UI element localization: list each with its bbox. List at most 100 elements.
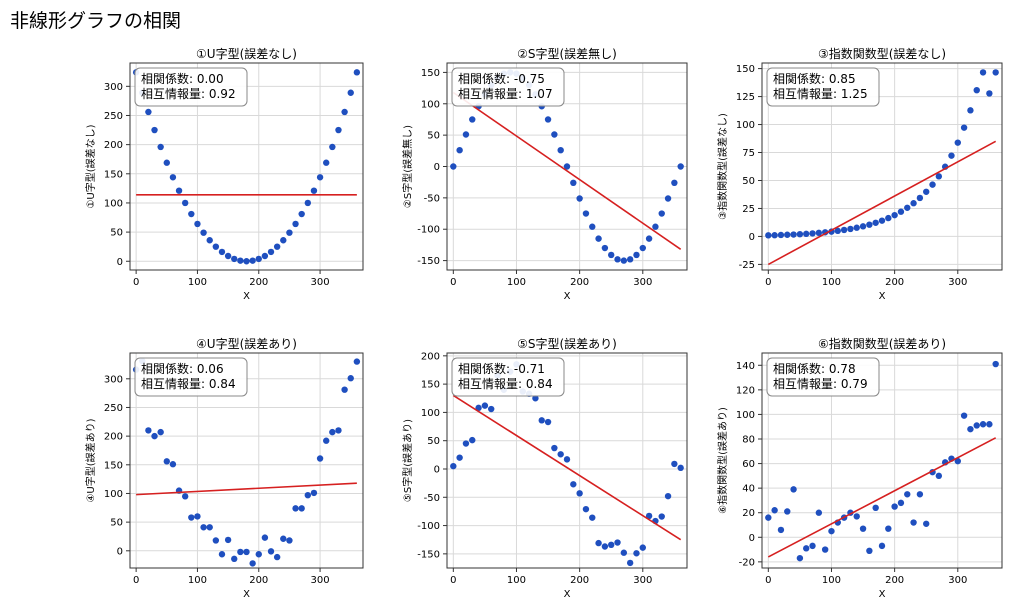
data-point [897, 208, 905, 215]
data-point [671, 179, 678, 187]
data-point [544, 418, 552, 426]
data-point [481, 402, 489, 409]
data-point [456, 454, 463, 461]
y-tick-label: 250 [104, 111, 123, 122]
data-point [582, 210, 590, 217]
data-point [280, 535, 287, 542]
data-point [341, 386, 348, 393]
data-point [809, 230, 816, 237]
y-tick-label: 150 [104, 460, 123, 471]
y-tick-label: 50 [427, 436, 440, 447]
y-axis-label: ⑤S字型(誤差あり) [401, 419, 414, 502]
data-point [353, 358, 361, 365]
regression-line [767, 140, 997, 266]
data-point [809, 542, 816, 550]
data-point [570, 481, 577, 488]
data-point [821, 546, 829, 553]
data-point [960, 412, 968, 419]
data-point [790, 486, 797, 493]
data-point [595, 235, 602, 242]
y-tick-label: 0 [117, 546, 123, 557]
data-point [206, 237, 213, 244]
data-point [626, 256, 634, 263]
y-tick-label: 40 [742, 484, 755, 495]
data-point [286, 537, 293, 544]
x-tick-label: 300 [311, 575, 330, 586]
data-point [163, 458, 170, 465]
annotation-box [134, 357, 248, 397]
data-point [243, 548, 250, 556]
x-axis-label: X [243, 589, 250, 600]
data-point [557, 451, 564, 458]
x-tick-label: 0 [765, 277, 771, 288]
data-point [815, 509, 823, 516]
x-axis-label: X [243, 291, 250, 302]
data-point [765, 232, 772, 239]
data-point [633, 251, 640, 259]
annotation-line: 相互情報量: 1.25 [773, 87, 868, 101]
x-tick-label: 100 [507, 575, 526, 586]
data-point [866, 547, 873, 554]
x-axis-label: X [879, 589, 886, 600]
data-point [237, 257, 244, 264]
data-point [828, 527, 835, 535]
data-point [878, 542, 886, 550]
regression-line [452, 394, 682, 541]
data-point [169, 461, 177, 468]
y-tick-label: 80 [742, 435, 755, 446]
data-point [469, 436, 476, 444]
y-tick-label: 125 [736, 92, 755, 103]
annotation-line: 相関係数: 0.06 [141, 361, 224, 376]
data-point [677, 163, 684, 170]
y-tick-label: -50 [424, 193, 440, 204]
y-axis-label: ③指数関数型(誤差なし) [716, 113, 729, 220]
x-tick-label: 100 [507, 277, 526, 288]
data-point [347, 89, 354, 96]
data-point [614, 256, 621, 263]
data-point [224, 536, 232, 544]
data-point [885, 525, 892, 532]
data-point [910, 519, 917, 526]
y-tick-label: 60 [742, 459, 755, 470]
subplot-6: 0 100 200 300 -20 0 20 40 60 80 100 120 140 相関係数: 0.7… [716, 336, 1003, 600]
data-point [815, 229, 823, 237]
data-point [261, 534, 269, 541]
data-point [986, 90, 993, 97]
plot-frame [446, 62, 688, 271]
data-point [986, 421, 993, 428]
subplot-title: ⑤S字型(誤差あり) [517, 336, 617, 351]
annotation-line: 相関係数: 0.85 [773, 71, 856, 86]
annotation-box [766, 357, 880, 397]
plot-frame [446, 352, 688, 569]
data-point [292, 220, 299, 228]
y-tick-label: 100 [736, 120, 755, 131]
plot-frame [129, 62, 364, 271]
data-point [897, 499, 905, 507]
x-tick-label: 300 [633, 277, 652, 288]
data-point [973, 422, 980, 429]
y-axis-label: ②S字型(誤差無し) [401, 125, 414, 208]
subplot-title: ④U字型(誤差あり) [196, 336, 297, 351]
x-tick-label: 0 [133, 277, 139, 288]
y-tick-label: -150 [417, 549, 440, 560]
data-point [563, 163, 571, 170]
y-tick-label: 0 [434, 464, 440, 475]
data-point [859, 223, 867, 230]
data-point [576, 195, 583, 202]
data-point [450, 163, 457, 170]
data-point [803, 230, 810, 238]
data-point [576, 490, 583, 497]
regression-line [136, 482, 357, 496]
y-tick-label: 150 [421, 68, 440, 79]
data-point [589, 223, 596, 230]
y-tick-label: 150 [421, 380, 440, 391]
y-tick-label: 300 [104, 374, 123, 385]
y-tick-label: 200 [104, 140, 123, 151]
y-tick-label: -100 [417, 225, 440, 236]
annotation-line: 相互情報量: 0.84 [141, 377, 236, 391]
data-point [633, 550, 640, 557]
annotation-box [451, 357, 565, 397]
data-point [967, 425, 974, 433]
